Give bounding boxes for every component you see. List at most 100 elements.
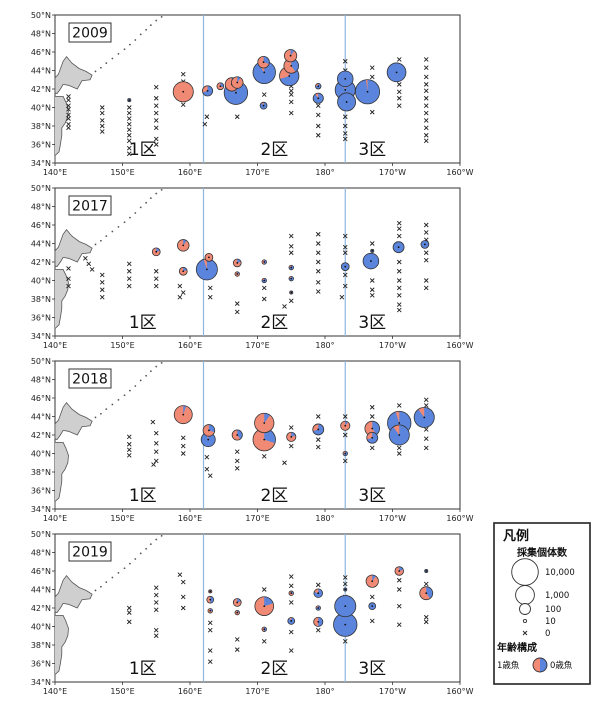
zero-catch-marker: [369, 109, 375, 115]
station-dot: [182, 90, 185, 93]
lon-tick-label: 140°E: [43, 687, 67, 696]
lat-tick-label: 48°N: [31, 549, 51, 558]
zero-catch-marker: [126, 145, 132, 151]
catch-bubble: [368, 602, 377, 611]
zero-catch-marker: [396, 603, 402, 609]
catch-bubble: [365, 574, 379, 588]
station-dot: [371, 427, 374, 430]
lat-tick-label: 42°N: [31, 85, 51, 94]
zero-catch-marker: [342, 233, 348, 239]
zero-catch-marker: [207, 620, 213, 626]
zero-catch-marker: [126, 138, 132, 144]
lat-tick-label: 46°N: [31, 394, 51, 403]
catch-bubble-outline: [208, 589, 213, 594]
lon-tick-label: 180°: [315, 514, 334, 523]
catch-bubble: [337, 92, 357, 112]
lon-tick-label: 140°E: [43, 514, 67, 523]
catch-bubble-outline: [173, 405, 193, 425]
zero-catch-marker: [342, 123, 348, 129]
lon-tick-label: 170°E: [245, 341, 269, 350]
catch-bubble-outline: [315, 83, 322, 90]
lon-tick-label: 180°: [315, 168, 334, 177]
zero-catch-marker: [396, 403, 402, 408]
lat-tick-label: 44°N: [31, 240, 51, 249]
station-dot: [371, 605, 374, 608]
hokkaido-land: [54, 574, 93, 614]
zero-catch-marker: [202, 121, 208, 127]
catch-bubble: [195, 258, 218, 281]
catch-bubble: [312, 423, 325, 436]
station-dot: [208, 256, 210, 259]
lat-tick-label: 50°N: [31, 357, 51, 366]
zero-catch-marker: [83, 255, 88, 261]
kuril-island: [117, 225, 120, 228]
zone-label-3: 3区: [358, 659, 386, 679]
catch-bubble: [313, 588, 323, 598]
lon-tick-label: 180°: [315, 341, 334, 350]
catch-bubble: [232, 258, 242, 268]
zero-catch-marker: [126, 116, 132, 121]
zero-catch-marker: [180, 102, 186, 108]
zero-catch-marker: [153, 142, 159, 147]
legend-age-circle: [532, 657, 548, 673]
station-dot: [263, 422, 266, 424]
catch-bubble-outline: [366, 431, 379, 444]
zero-catch-marker: [396, 285, 402, 291]
zero-catch-marker: [369, 404, 375, 410]
catch-bubble: [337, 70, 354, 88]
map-panel-2018: 50°N 48°N 46°N 44°N 42°N 40°N 38°N 36°N 34°N140°…: [31, 357, 474, 523]
lon-tick-label: 140°E: [43, 168, 67, 177]
catch-bubble: [334, 595, 357, 618]
station-dot: [317, 97, 320, 100]
zero-catch-marker: [180, 71, 186, 77]
zero-catch-marker: [234, 114, 240, 120]
lat-tick-label: 34°N: [31, 678, 51, 687]
catch-bubble-outline: [312, 423, 325, 436]
catch-bubble-outline: [232, 258, 242, 268]
lon-tick-label: 160°W: [446, 514, 473, 523]
zero-catch-marker: [89, 267, 95, 272]
kuril-island: [117, 52, 120, 55]
catch-bubble-outline: [254, 412, 275, 434]
zero-catch-marker: [315, 444, 321, 450]
station-dot: [128, 99, 131, 101]
year-label-text: 2009: [72, 26, 108, 42]
zero-catch-marker: [66, 276, 71, 281]
zero-catch-marker: [369, 241, 375, 246]
catch-bubble: [315, 83, 322, 90]
catch-bubble: [202, 85, 214, 97]
zero-catch-marker: [204, 466, 210, 472]
station-dot: [155, 250, 158, 253]
catch-bubble-outline: [178, 266, 188, 276]
station-dot: [262, 61, 265, 64]
kuril-island: [100, 585, 102, 588]
zero-catch-marker: [315, 250, 321, 256]
zero-catch-marker: [423, 103, 429, 108]
catch-bubble: [283, 58, 300, 74]
zero-catch-marker: [288, 92, 294, 97]
station-dot: [263, 261, 266, 263]
station-dot: [236, 262, 239, 264]
kuril-island: [149, 370, 152, 373]
station-dot: [263, 628, 266, 631]
zero-catch-marker: [66, 266, 71, 271]
catch-bubble: [340, 420, 351, 431]
zero-catch-marker: [396, 233, 402, 239]
catch-bubble: [178, 266, 188, 276]
zero-catch-marker: [153, 607, 159, 613]
zero-catch-marker: [396, 89, 402, 95]
zero-catch-marker: [66, 107, 71, 112]
zero-catch-marker: [288, 233, 294, 239]
kuril-island: [155, 538, 158, 541]
zero-catch-marker: [126, 261, 132, 267]
catch-bubble-outline: [286, 431, 297, 442]
zero-catch-marker: [126, 151, 132, 157]
lat-tick-label: 38°N: [31, 295, 51, 304]
kuril-island: [145, 28, 148, 31]
catch-bubble-age1-sector: [315, 93, 319, 99]
kuril-island: [105, 581, 108, 583]
station-dot: [206, 89, 209, 92]
kuril-island: [145, 547, 148, 550]
zero-catch-marker: [342, 575, 348, 580]
kuril-island: [149, 543, 152, 546]
